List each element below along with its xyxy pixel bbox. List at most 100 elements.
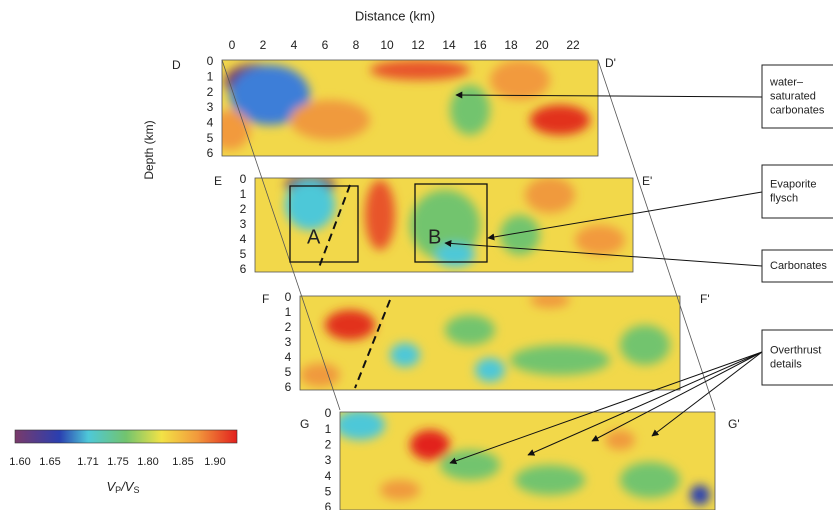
distance-tick: 4	[291, 38, 298, 52]
anomaly	[620, 462, 680, 498]
anomaly	[325, 310, 375, 340]
depth-tick: 3	[240, 217, 247, 231]
depth-tick: 3	[207, 100, 214, 114]
depth-tick: 3	[325, 453, 332, 467]
anomaly	[230, 65, 310, 125]
depth-tick: 0	[285, 290, 292, 304]
depth-tick: 5	[240, 247, 247, 261]
anomaly	[500, 215, 540, 255]
label-part: V	[107, 479, 117, 494]
distance-tick: 8	[353, 38, 360, 52]
depth-tick: 0	[240, 172, 247, 186]
colorbar-tick: 1.75	[107, 456, 128, 468]
anomaly	[525, 178, 575, 213]
field-blobs	[285, 178, 625, 267]
depth-tick: 5	[207, 131, 214, 145]
depth-tick: 3	[285, 335, 292, 349]
depth-tick: 4	[285, 350, 292, 364]
anomaly	[390, 343, 420, 367]
depth-tick: 6	[325, 500, 332, 510]
annotation-box	[761, 64, 833, 129]
colorbar-tick: 1.90	[204, 456, 225, 468]
section-label: G	[300, 417, 309, 431]
anomaly	[222, 110, 250, 150]
anomaly	[575, 225, 625, 255]
arrow	[527, 351, 763, 456]
depth-tick: 6	[285, 380, 292, 394]
section-frame	[339, 411, 716, 510]
anomaly	[620, 325, 670, 365]
section-frame	[221, 59, 599, 157]
section-label: D'	[605, 56, 616, 70]
colorbar-tick: 1.60	[9, 456, 30, 468]
depth-tick: 6	[240, 262, 247, 276]
annotation-text: carbonates	[770, 104, 825, 116]
annotation-text: Carbonates	[770, 260, 827, 272]
annotation-text: saturated	[770, 90, 816, 102]
annotation-box	[761, 249, 833, 283]
depth-tick: 1	[207, 70, 214, 84]
distance-tick: 6	[322, 38, 329, 52]
label-part: /V	[120, 479, 135, 494]
distance-tick: 18	[504, 38, 518, 52]
anomaly	[445, 315, 495, 345]
guide-line	[221, 59, 341, 411]
annotation-text: water–	[769, 76, 804, 88]
anomaly	[300, 363, 340, 387]
depth-tick: 4	[240, 232, 247, 246]
anomaly	[340, 412, 385, 440]
section-frame	[254, 177, 634, 273]
depth-tick: 1	[285, 305, 292, 319]
colorbar-tick: 1.80	[137, 456, 158, 468]
depth-tick: 2	[207, 85, 214, 99]
colorbar-tick: 1.65	[39, 456, 60, 468]
box-a	[289, 185, 359, 263]
anomaly	[605, 430, 635, 450]
label-part: S	[133, 485, 139, 495]
velocity-field	[285, 178, 625, 267]
depth-tick: 0	[207, 54, 214, 68]
overlays: A B	[221, 59, 763, 465]
depth-tick: 2	[325, 438, 332, 452]
fault-line	[317, 184, 351, 271]
colorbar-ticks: 1.60 1.65 1.71 1.75 1.80 1.85 1.90	[9, 456, 225, 468]
depth-tick: 5	[325, 485, 332, 499]
depth-tick: 1	[325, 422, 332, 436]
axis-title: Distance (km)	[355, 8, 435, 23]
anomaly	[380, 480, 420, 500]
distance-tick: 10	[380, 38, 394, 52]
annotation-text: flysch	[770, 192, 798, 204]
anomaly	[690, 485, 710, 505]
arrow	[455, 91, 763, 99]
section-label: E	[214, 174, 222, 188]
section-label: E'	[642, 174, 652, 188]
box-label: B	[428, 226, 441, 248]
anomaly	[370, 60, 470, 80]
depth-tick: 6	[207, 146, 214, 160]
distance-tick: 20	[535, 38, 549, 52]
depth-tick: 5	[285, 365, 292, 379]
arrow	[449, 351, 763, 465]
anomaly	[530, 105, 590, 135]
section-label: F'	[700, 292, 710, 306]
colorbar-tick: 1.71	[77, 456, 98, 468]
guide-line	[597, 59, 716, 411]
anomaly	[515, 465, 585, 495]
annotation-text: Overthrust	[770, 344, 821, 356]
anomaly	[365, 180, 395, 250]
annotation-text: Evaporite	[770, 178, 816, 190]
depth-tick: 4	[207, 116, 214, 130]
depth-tick: 2	[285, 320, 292, 334]
distance-tick: 12	[411, 38, 425, 52]
distance-tick: 22	[566, 38, 580, 52]
arrow	[651, 351, 763, 437]
colorbar-label: VP/VS	[107, 479, 140, 495]
annotation-text: details	[770, 358, 802, 370]
arrow	[444, 239, 763, 267]
colorbar-tick: 1.85	[172, 456, 193, 468]
depth-tick: 2	[240, 202, 247, 216]
section-frame	[299, 295, 681, 391]
anomaly	[450, 85, 490, 135]
